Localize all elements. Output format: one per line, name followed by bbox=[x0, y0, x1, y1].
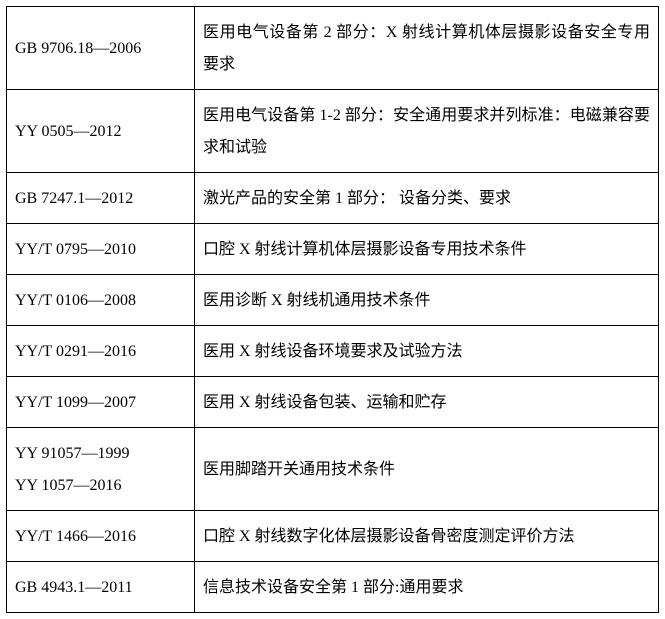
standard-desc: 信息技术设备安全第 1 部分:通用要求 bbox=[195, 562, 659, 613]
standard-code: YY/T 0291—2016 bbox=[7, 326, 195, 377]
table-row: YY/T 0291—2016 医用 X 射线设备环境要求及试验方法 bbox=[7, 326, 659, 377]
standard-code: GB 9706.18—2006 bbox=[7, 7, 195, 90]
table-body: GB 9706.18—2006 医用电气设备第 2 部分：X 射线计算机体层摄影… bbox=[7, 7, 659, 613]
table-row: YY/T 0795—2010 口腔 X 射线计算机体层摄影设备专用技术条件 bbox=[7, 224, 659, 275]
table-row: GB 4943.1—2011 信息技术设备安全第 1 部分:通用要求 bbox=[7, 562, 659, 613]
standard-code: YY/T 0106—2008 bbox=[7, 275, 195, 326]
standard-code: YY/T 1466—2016 bbox=[7, 511, 195, 562]
table-row: YY/T 1099—2007 医用 X 射线设备包装、运输和贮存 bbox=[7, 377, 659, 428]
standard-desc: 医用电气设备第 1-2 部分：安全通用要求并列标准：电磁兼容要求和试验 bbox=[195, 90, 659, 173]
standard-code: GB 4943.1—2011 bbox=[7, 562, 195, 613]
standard-code: YY 91057—1999 YY 1057—2016 bbox=[7, 428, 195, 511]
standard-desc: 医用 X 射线设备环境要求及试验方法 bbox=[195, 326, 659, 377]
standard-desc: 口腔 X 射线数字化体层摄影设备骨密度测定评价方法 bbox=[195, 511, 659, 562]
standard-desc: 医用脚踏开关通用技术条件 bbox=[195, 428, 659, 511]
standard-desc: 医用诊断 X 射线机通用技术条件 bbox=[195, 275, 659, 326]
standard-code: YY/T 0795—2010 bbox=[7, 224, 195, 275]
standard-desc: 口腔 X 射线计算机体层摄影设备专用技术条件 bbox=[195, 224, 659, 275]
standard-desc: 医用电气设备第 2 部分：X 射线计算机体层摄影设备安全专用要求 bbox=[195, 7, 659, 90]
table-row: YY/T 0106—2008 医用诊断 X 射线机通用技术条件 bbox=[7, 275, 659, 326]
standard-code: YY/T 1099—2007 bbox=[7, 377, 195, 428]
standard-code: YY 0505—2012 bbox=[7, 90, 195, 173]
standard-desc: 医用 X 射线设备包装、运输和贮存 bbox=[195, 377, 659, 428]
table-row: YY 91057—1999 YY 1057—2016 医用脚踏开关通用技术条件 bbox=[7, 428, 659, 511]
table-row: GB 9706.18—2006 医用电气设备第 2 部分：X 射线计算机体层摄影… bbox=[7, 7, 659, 90]
table-row: YY/T 1466—2016 口腔 X 射线数字化体层摄影设备骨密度测定评价方法 bbox=[7, 511, 659, 562]
standards-table: GB 9706.18—2006 医用电气设备第 2 部分：X 射线计算机体层摄影… bbox=[6, 6, 659, 613]
table-row: YY 0505—2012 医用电气设备第 1-2 部分：安全通用要求并列标准：电… bbox=[7, 90, 659, 173]
standard-code: GB 7247.1—2012 bbox=[7, 173, 195, 224]
standard-desc: 激光产品的安全第 1 部分： 设备分类、要求 bbox=[195, 173, 659, 224]
table-row: GB 7247.1—2012 激光产品的安全第 1 部分： 设备分类、要求 bbox=[7, 173, 659, 224]
